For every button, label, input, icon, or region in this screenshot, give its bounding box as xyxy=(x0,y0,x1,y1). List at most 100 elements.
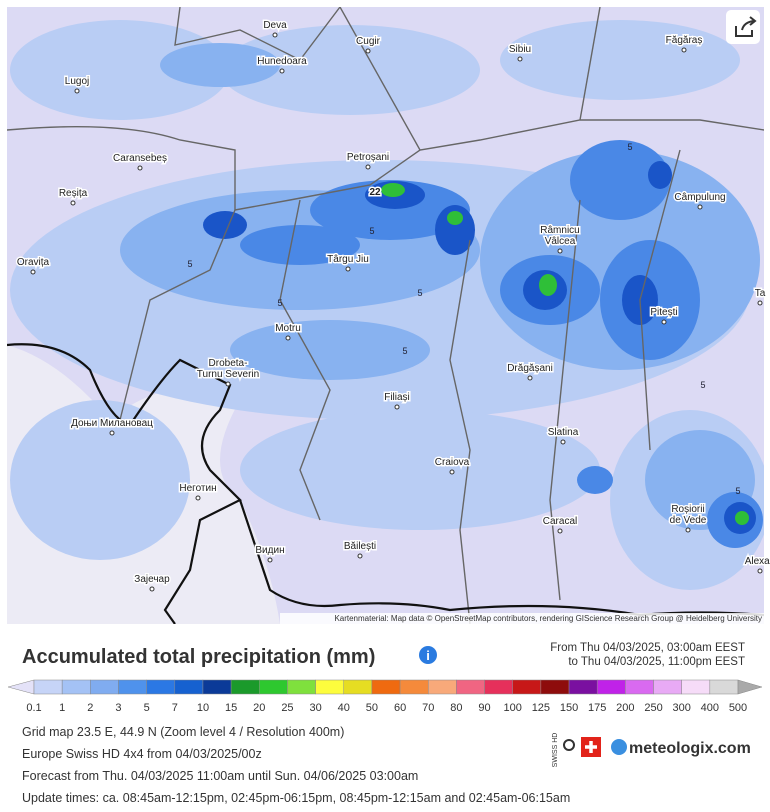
place-label: Oravița xyxy=(17,257,50,268)
contour-label: 5 xyxy=(735,486,740,496)
legend-cell xyxy=(681,679,711,695)
place-label: Доњи Милановац xyxy=(71,418,153,429)
legend-label: 10 xyxy=(197,702,209,714)
place-label: Cugir xyxy=(356,36,381,47)
place-dot xyxy=(365,48,371,54)
place-labels: Deva Cugir Sibiu Făgăraș Lugoj Hunedoara Caran… xyxy=(15,19,770,592)
legend-cell xyxy=(118,679,147,695)
legend-cell xyxy=(484,679,513,695)
legend-label: 300 xyxy=(673,702,691,714)
legend-under xyxy=(7,679,35,695)
logo: meteologix.com xyxy=(629,740,751,757)
legend-label: 80 xyxy=(450,702,462,714)
badge-icon xyxy=(563,739,575,751)
place-label: Făgăraș xyxy=(666,35,703,46)
contour-label: 5 xyxy=(369,226,374,236)
badge: SWISS HD xyxy=(552,733,559,768)
place-label: Târgu Jiu xyxy=(327,254,369,265)
place-dot xyxy=(74,88,80,94)
footer-line: Europe Swiss HD 4x4 from 04/03/2025/00z xyxy=(22,747,262,761)
legend-cell xyxy=(90,679,119,695)
legend-label: 0.1 xyxy=(26,702,41,714)
contour-label: 5 xyxy=(627,142,632,152)
place-dot xyxy=(272,32,278,38)
place-label: Drăgășani xyxy=(507,363,553,374)
place-label: Câmpulung xyxy=(674,192,725,203)
attribution-bg xyxy=(280,613,764,624)
place-dot xyxy=(149,586,155,592)
attribution: Kartenmaterial: Map data © OpenStreetMap… xyxy=(334,614,762,623)
contour-label: 5 xyxy=(187,259,192,269)
place-dot xyxy=(757,568,763,574)
place-label: Ta xyxy=(755,288,766,299)
legend-cell xyxy=(174,679,204,695)
legend-label: 1 xyxy=(59,702,65,714)
legend-label: 175 xyxy=(588,702,606,714)
legend-label: 25 xyxy=(281,702,293,714)
place-label: Filiași xyxy=(384,392,410,403)
color-legend: 0.1 1 2 3 5 7 10 15 20 25 30 40 50 60 70 80 90 100 125 150 1… xyxy=(7,679,763,714)
place-dot xyxy=(757,300,763,306)
legend-label: 400 xyxy=(701,702,719,714)
peak-label: 22 xyxy=(369,187,381,198)
legend-label: 125 xyxy=(532,702,550,714)
place-dot xyxy=(557,248,563,254)
place-dot xyxy=(527,375,533,381)
place-dot xyxy=(394,404,400,410)
place-label: Drobeta- xyxy=(209,358,248,369)
place-dot xyxy=(70,200,76,206)
place-label: Deva xyxy=(263,20,287,31)
place-label: Видин xyxy=(255,545,284,556)
place-label: Turnu Severin xyxy=(197,369,259,380)
legend-label: 90 xyxy=(478,702,490,714)
place-label: Craiova xyxy=(435,457,470,468)
legend-cell xyxy=(287,679,316,695)
place-dot xyxy=(345,266,351,272)
legend-cell xyxy=(709,679,739,695)
place-dot xyxy=(195,495,201,501)
place-label: Sibiu xyxy=(509,44,531,55)
contour-label: 5 xyxy=(402,346,407,356)
legend-cell xyxy=(399,679,429,695)
place-label: Alexan xyxy=(745,556,770,567)
legend-label: 250 xyxy=(644,702,662,714)
footer-line: Grid map 23.5 E, 44.9 N (Zoom level 4 / … xyxy=(22,725,344,739)
place-label: Vâlcea xyxy=(545,236,576,247)
legend-label: 5 xyxy=(144,702,150,714)
info-i[interactable]: i xyxy=(426,648,430,663)
place-dot xyxy=(697,204,703,210)
legend-label: 200 xyxy=(616,702,634,714)
place-dot xyxy=(557,528,563,534)
footer: Grid map 23.5 E, 44.9 N (Zoom level 4 / … xyxy=(22,725,570,805)
place-label: Petroșani xyxy=(347,152,389,163)
place-label: de Vede xyxy=(670,515,707,526)
share-icon[interactable] xyxy=(735,16,757,37)
period-from: From Thu 04/03/2025, 03:00am EEST xyxy=(550,642,745,654)
info-button[interactable]: i xyxy=(419,646,437,664)
legend-label: 100 xyxy=(504,702,522,714)
legend-cell xyxy=(230,679,260,695)
place-dot xyxy=(517,56,523,62)
place-dot xyxy=(681,47,687,53)
legend-label: 2 xyxy=(87,702,93,714)
share-button[interactable] xyxy=(726,10,760,44)
legend-cell xyxy=(371,679,401,695)
place-label: Caransebeș xyxy=(113,153,167,164)
place-dot xyxy=(279,68,285,74)
legend-cell xyxy=(540,679,570,695)
legend-cell xyxy=(33,679,63,695)
place-label: Caracal xyxy=(543,516,577,527)
legend-cell xyxy=(456,679,485,695)
contour-label: 5 xyxy=(277,298,282,308)
swiss-cross xyxy=(585,741,597,753)
place-dot xyxy=(285,335,291,341)
place-dot xyxy=(109,430,115,436)
legend-label: 150 xyxy=(560,702,578,714)
place-label: Неготин xyxy=(179,483,216,494)
period-to: to Thu 04/03/2025, 11:00pm EEST xyxy=(568,656,745,668)
legend-over xyxy=(737,679,763,695)
info-icon[interactable] xyxy=(419,646,437,664)
place-label: Slatina xyxy=(548,427,579,438)
logo-icon xyxy=(611,739,627,755)
